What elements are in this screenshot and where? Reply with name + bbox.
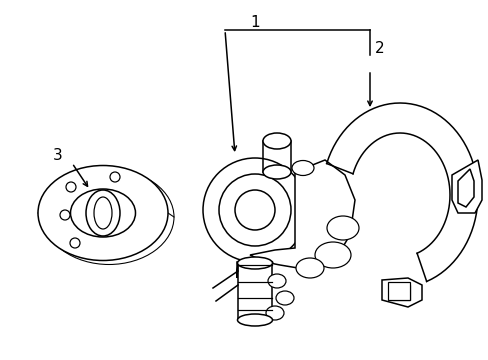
Circle shape [60,210,70,220]
Ellipse shape [291,161,313,176]
Circle shape [219,174,290,246]
Ellipse shape [314,242,350,268]
Polygon shape [237,262,272,278]
Ellipse shape [267,274,285,288]
FancyBboxPatch shape [389,285,409,300]
Polygon shape [381,278,421,307]
Ellipse shape [94,197,112,229]
Text: 2: 2 [374,41,384,55]
Ellipse shape [263,133,290,149]
Ellipse shape [38,166,168,261]
Ellipse shape [263,165,290,179]
Polygon shape [249,160,354,270]
Polygon shape [451,160,481,213]
Circle shape [203,158,306,262]
Ellipse shape [326,216,358,240]
Ellipse shape [265,306,284,320]
Text: 1: 1 [250,14,259,30]
Ellipse shape [70,189,135,237]
Circle shape [235,190,274,230]
Ellipse shape [275,291,293,305]
Ellipse shape [237,257,272,269]
Ellipse shape [295,258,324,278]
Ellipse shape [86,190,120,236]
Text: 3: 3 [53,148,63,162]
Circle shape [66,182,76,192]
Circle shape [110,172,120,182]
Ellipse shape [237,314,272,326]
Polygon shape [457,169,473,207]
Bar [387,282,409,300]
Circle shape [70,238,80,248]
